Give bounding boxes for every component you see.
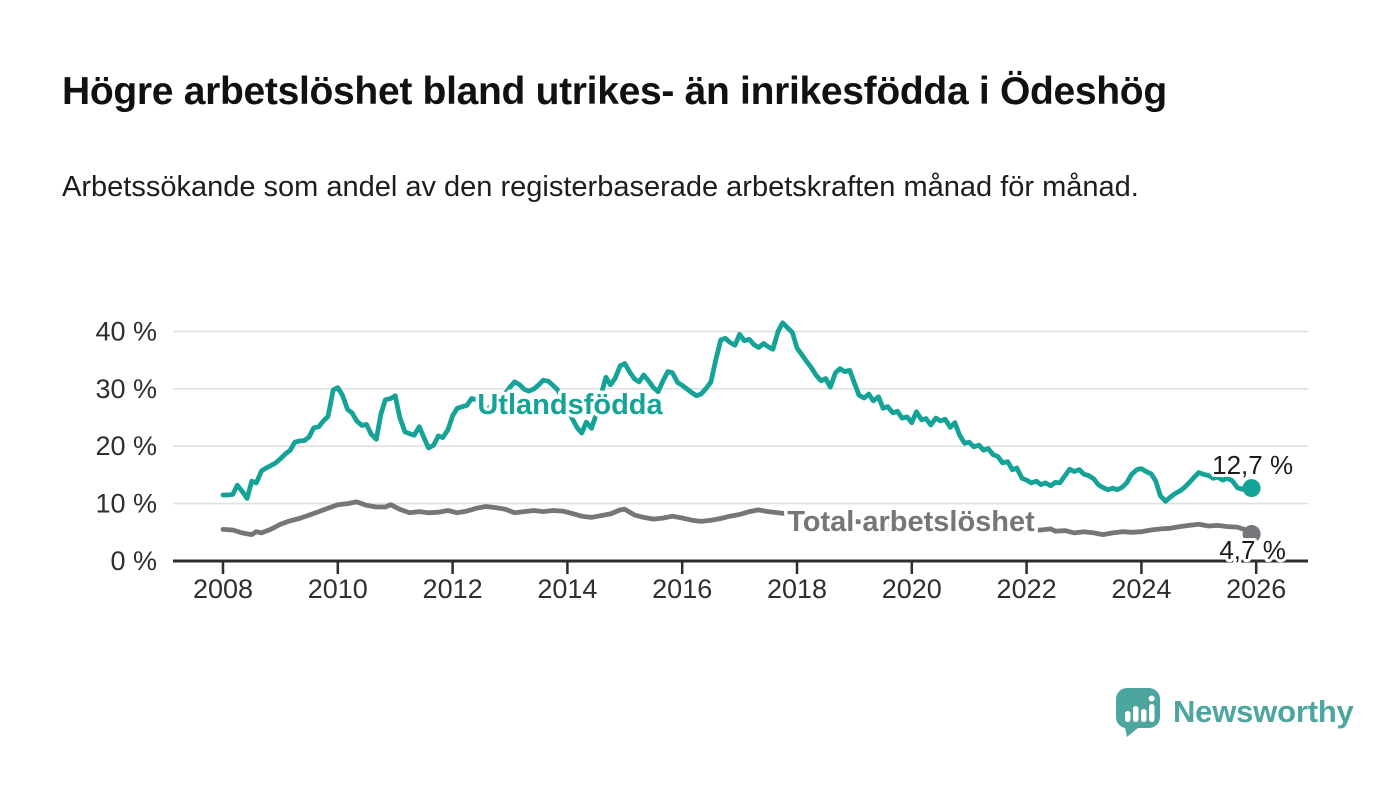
y-tick-label: 10 %	[95, 489, 157, 519]
x-tick-label: 2018	[767, 574, 827, 604]
end-value-label-utlandsfodda: 12,7 %	[1212, 450, 1293, 480]
end-value-label-total-arbetsloshet: 4,7 %	[1219, 535, 1286, 565]
x-tick-label: 2024	[1111, 574, 1171, 604]
x-tick-label: 2022	[997, 574, 1057, 604]
y-tick-label: 40 %	[95, 316, 157, 346]
end-dot-total-arbetsloshet	[1242, 525, 1261, 544]
series-line-total-arbetsloshet	[220, 499, 1254, 537]
x-tick-label: 2020	[882, 574, 942, 604]
x-tick-label: 2012	[423, 574, 483, 604]
chart-subtitle: Arbetssökande som andel av den registerb…	[62, 171, 1139, 203]
chart-title: Högre arbetslöshet bland utrikes- än inr…	[62, 70, 1167, 113]
x-tick-label: 2008	[193, 574, 253, 604]
series-label-utlandsfodda: Utlandsfödda	[477, 389, 663, 421]
y-tick-label: 0 %	[110, 546, 157, 576]
x-tick-label: 2016	[652, 574, 712, 604]
series-line-utlandsfodda	[220, 320, 1254, 504]
y-tick-label: 30 %	[95, 374, 157, 404]
end-dot-utlandsfodda	[1242, 479, 1261, 498]
newsworthy-chart-bubble-icon	[1115, 688, 1160, 737]
y-tick-label: 20 %	[95, 431, 157, 461]
series-label-total-arbetsloshet: Total arbetslöshet	[787, 506, 1035, 538]
x-tick-label: 2026	[1226, 574, 1286, 604]
brand-logo: Newsworthy	[1114, 686, 1354, 738]
x-tick-label: 2014	[537, 574, 597, 604]
x-tick-label: 2010	[308, 574, 368, 604]
brand-wordmark: Newsworthy	[1173, 694, 1354, 729]
